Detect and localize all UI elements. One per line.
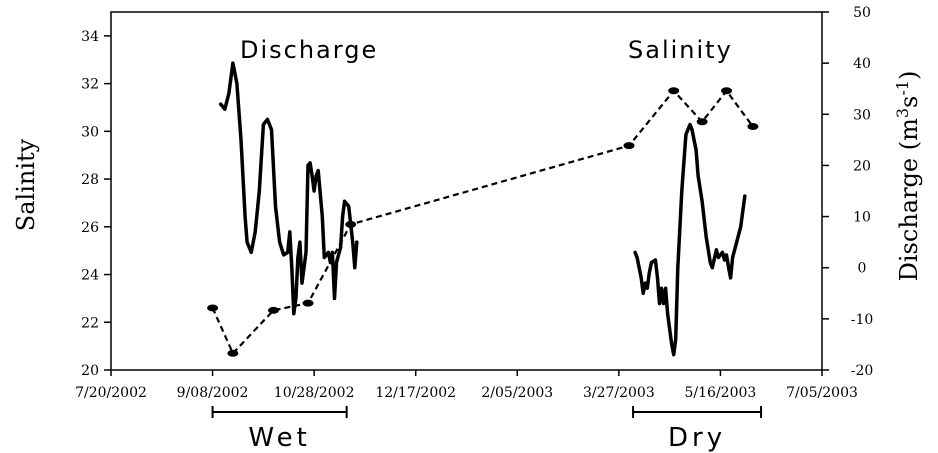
salinity-point (302, 299, 314, 307)
axis-layer: 20 22 24 26 28 30 32 34 -20 -10 0 10 20 30 40 50 7/20/20… (75, 5, 873, 453)
y-left-tick-label: 30 (81, 124, 99, 140)
series-layer (207, 61, 759, 357)
y-right-label: Discharge (m3s-1) (893, 71, 924, 282)
y-left-tick-label: 34 (81, 29, 99, 45)
salinity-point (668, 87, 680, 95)
y-right-tick-label: -10 (851, 312, 874, 328)
plot-frame (110, 11, 823, 371)
y-right-label-mid: s (895, 96, 923, 108)
y-right-tick-label: 30 (853, 107, 871, 123)
y-right-tick-label: 10 (853, 210, 871, 226)
salinity-point (696, 118, 708, 126)
salinity-point (623, 142, 635, 150)
x-tick-label: 3/27/2003 (583, 385, 655, 401)
y-right-tick-label: 40 (853, 56, 871, 72)
y-right-label-sup2: -1 (893, 80, 912, 96)
y-right-tick-label: 20 (853, 158, 871, 174)
x-tick-label: 7/05/2003 (786, 385, 858, 401)
discharge-line (633, 122, 747, 357)
period-label: Wet (248, 423, 310, 453)
y-right-tick-label: 50 (853, 5, 871, 21)
x-tick-label: 5/16/2003 (685, 385, 757, 401)
y-right-tick-label: -20 (851, 363, 874, 379)
salinity-point (721, 87, 733, 95)
y-right-label-end: ) (895, 71, 923, 80)
y-left-tick-label: 24 (81, 268, 99, 284)
x-tick-label: 2/05/2003 (481, 385, 553, 401)
y-right-label-sup1: 3 (893, 108, 912, 118)
y-left-tick-label: 28 (81, 172, 99, 188)
discharge-line (218, 61, 359, 316)
salinity-line (211, 88, 754, 356)
y-right-label-main: Discharge (m (895, 118, 923, 281)
y-left-tick-label: 26 (81, 220, 99, 236)
x-tick-label: 7/20/2002 (75, 385, 147, 401)
x-tick-label: 10/28/2002 (274, 385, 355, 401)
y-left-tick-label: 20 (81, 363, 99, 379)
y-left-label: Salinity (12, 138, 40, 231)
salinity-point (227, 349, 239, 357)
salinity-point (268, 306, 280, 314)
annotation-salinity: Salinity (628, 36, 733, 64)
x-tick-label: 9/08/2002 (177, 385, 249, 401)
y-left-tick-label: 32 (81, 77, 99, 93)
x-tick-label: 12/17/2002 (375, 385, 456, 401)
salinity-point (207, 304, 219, 312)
y-right-tick-label: 0 (858, 261, 867, 277)
salinity-point (747, 123, 759, 131)
period-label: Dry (668, 423, 726, 453)
annotation-discharge: Discharge (240, 36, 378, 64)
y-left-tick-label: 22 (81, 315, 99, 331)
